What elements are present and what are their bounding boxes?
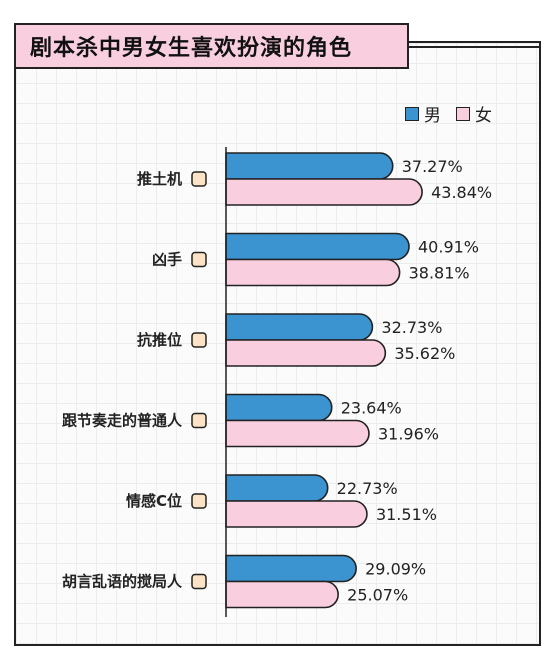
category-marker xyxy=(191,573,207,590)
value-label-female: 35.62% xyxy=(394,344,455,363)
legend-swatch-male xyxy=(405,106,419,121)
bar-male xyxy=(225,474,329,502)
bar-male xyxy=(225,393,333,422)
legend-item-male: 男 xyxy=(405,101,441,126)
category-marker xyxy=(191,171,207,187)
category-label: 情感C位 xyxy=(126,492,182,510)
value-label-female: 25.07% xyxy=(347,586,408,605)
value-label-male: 32.73% xyxy=(381,318,442,337)
title-divider xyxy=(409,46,541,48)
value-label-female: 43.84% xyxy=(431,183,492,202)
category-label: 推土机 xyxy=(137,170,182,188)
category-marker xyxy=(191,493,207,509)
bar-male xyxy=(225,152,394,180)
value-label-male: 29.09% xyxy=(365,560,426,579)
category-marker xyxy=(191,332,207,348)
bar-female xyxy=(225,500,368,528)
bar-male xyxy=(225,554,357,583)
category-marker xyxy=(191,412,207,429)
legend-swatch-female xyxy=(456,106,470,121)
value-label-male: 23.64% xyxy=(341,399,402,418)
value-label-male: 37.27% xyxy=(402,157,463,176)
category-label: 凶手 xyxy=(152,251,182,269)
legend-item-female: 女 xyxy=(456,101,492,126)
chart-title-box: 剧本杀中男女生喜欢扮演的角色 xyxy=(14,23,409,69)
bar-male xyxy=(225,232,410,261)
legend-label-female: 女 xyxy=(475,106,492,126)
chart-title: 剧本杀中男女生喜欢扮演的角色 xyxy=(30,36,353,61)
bar-male xyxy=(225,313,374,341)
bar-female xyxy=(225,580,339,609)
legend: 男 女 xyxy=(405,101,507,126)
value-label-male: 40.91% xyxy=(418,238,479,257)
bar-female xyxy=(225,258,401,287)
value-label-female: 31.51% xyxy=(376,505,437,524)
value-label-female: 38.81% xyxy=(409,264,470,283)
bar-female xyxy=(225,419,370,448)
category-marker xyxy=(191,251,207,268)
legend-label-male: 男 xyxy=(424,106,441,126)
category-label: 胡言乱语的搅局人 xyxy=(62,573,183,591)
category-label: 抗推位 xyxy=(137,331,182,349)
value-label-male: 22.73% xyxy=(337,479,398,498)
value-label-female: 31.96% xyxy=(378,425,439,444)
category-label: 跟节奏走的普通人 xyxy=(62,412,183,430)
bar-female xyxy=(225,339,387,367)
bar-female xyxy=(225,178,423,206)
